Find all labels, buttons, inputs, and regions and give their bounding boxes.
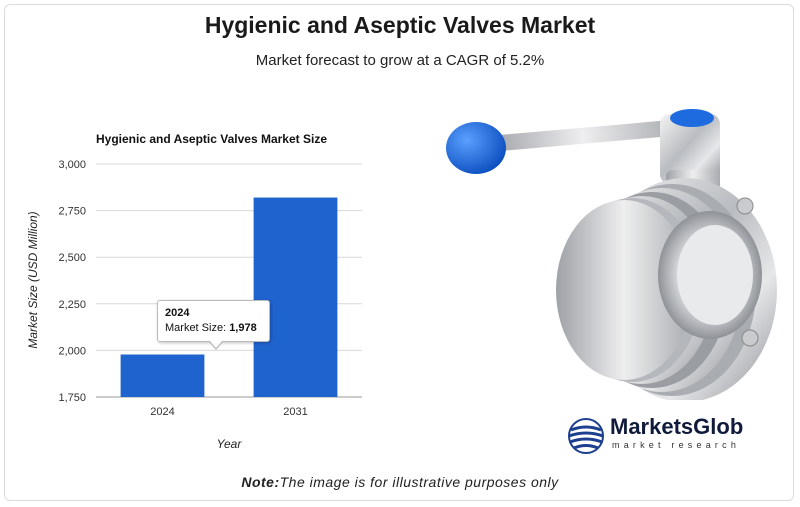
tooltip-value: 1,978 <box>229 322 257 334</box>
y-tick-label: 2,750 <box>58 206 86 218</box>
x-axis-label: Year <box>217 437 243 451</box>
y-tick-label: 3,000 <box>58 159 86 171</box>
x-tick-labels: 2024 2031 <box>150 406 307 418</box>
y-tick-labels: 1,750 2,000 2,250 2,500 2,750 3,000 <box>58 159 86 404</box>
y-tick-label: 1,750 <box>58 392 86 404</box>
y-axis-label: Market Size (USD Million) <box>26 211 40 348</box>
bars <box>120 197 338 397</box>
tooltip-label: Market Size: <box>165 322 230 334</box>
x-tick-label: 2024 <box>150 406 174 418</box>
chart-title: Hygienic and Aseptic Valves Market Size <box>96 132 327 146</box>
page-subtitle: Market forecast to grow at a CAGR of 5.2… <box>255 52 545 69</box>
bar-2024[interactable] <box>120 354 205 397</box>
x-tick-label: 2031 <box>283 406 307 418</box>
logo-name: MarketsGlob <box>610 414 744 439</box>
note-text: The image is for illustrative purposes o… <box>279 474 559 490</box>
note-prefix: Note: <box>241 474 280 490</box>
logo-tagline: market research <box>612 440 741 450</box>
tooltip-year: 2024 <box>165 307 190 319</box>
bar-2031[interactable] <box>253 197 338 397</box>
globe-icon <box>568 418 604 454</box>
card-frame <box>4 4 794 501</box>
page-title: Hygienic and Aseptic Valves Market <box>204 12 596 38</box>
illustrative-note: Note:The image is for illustrative purpo… <box>0 474 800 490</box>
bar-tooltip: 2024 Market Size: 1,978 <box>157 300 270 350</box>
y-tick-label: 2,500 <box>58 252 86 264</box>
butterfly-valve-image <box>440 100 780 405</box>
y-tick-label: 2,000 <box>58 345 86 357</box>
y-tick-label: 2,250 <box>58 299 86 311</box>
marketsglob-logo: MarketsGlob market research <box>566 410 776 460</box>
